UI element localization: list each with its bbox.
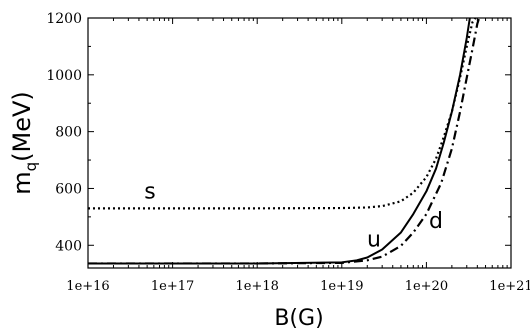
x-axis-title: B(G)	[274, 306, 323, 331]
series-label-s: s	[144, 179, 155, 204]
x-tick-label: 1e+16	[66, 279, 109, 294]
annotation-layer: s u d	[144, 179, 443, 252]
x-tick-label: 1e+19	[320, 279, 363, 294]
y-axis-title-unit: (MeV)	[8, 91, 36, 162]
y-axis-title: mq(MeV)	[8, 91, 40, 195]
y-axis-title-subscript: q	[22, 162, 40, 172]
svg-text:mq(MeV): mq(MeV)	[8, 91, 40, 195]
x-tick-label: 1e+17	[151, 279, 194, 294]
y-tick-label: 1200	[46, 11, 82, 27]
series-label-u: u	[367, 228, 381, 253]
series-line-u	[88, 18, 471, 265]
y-tick-label: 400	[55, 238, 82, 254]
series-layer	[88, 18, 481, 265]
series-line-d	[88, 18, 481, 265]
series-label-d: d	[429, 209, 443, 234]
plot-frame	[87, 17, 512, 269]
y-tick-label: 1000	[46, 68, 82, 84]
axes-layer: 1e+16 1e+17 1e+18 1e+19 1e+20 1e+21 400 600 800 1…	[46, 11, 530, 294]
x-tick-label: 1e+21	[489, 279, 530, 294]
y-axis-title-main: m	[8, 171, 36, 194]
y-tick-label: 600	[55, 181, 82, 197]
x-tick-label: 1e+20	[405, 279, 448, 294]
y-tick-label: 800	[55, 125, 82, 141]
series-line-s	[88, 18, 477, 210]
x-tick-label: 1e+18	[235, 279, 278, 294]
